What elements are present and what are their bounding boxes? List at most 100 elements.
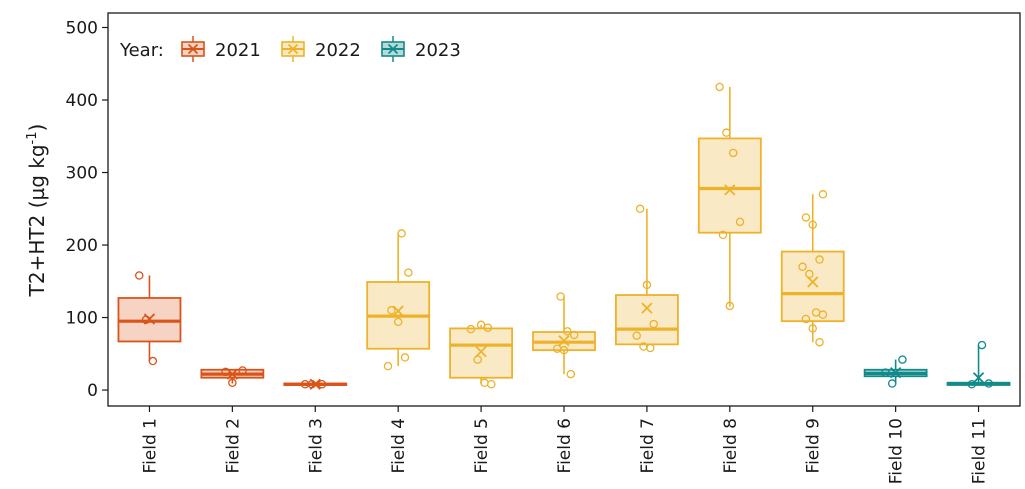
- mean-marker: [807, 276, 819, 288]
- y-axis: 0 100 200 300 400 500: [66, 19, 108, 401]
- mean-marker-stroke-b: [972, 372, 985, 384]
- y-tick-label: 200: [66, 236, 98, 256]
- data-point: [487, 379, 496, 389]
- data-point: [798, 262, 807, 272]
- data-point: [887, 379, 897, 388]
- data-point: [393, 317, 403, 327]
- box-iqr: [615, 294, 679, 346]
- legend-entry-2023: 2023: [381, 36, 461, 62]
- legend-entry-2021: 2021: [181, 36, 261, 62]
- data-point: [715, 82, 724, 92]
- legend-key-mean-stroke-b: [387, 43, 399, 55]
- mean-marker-stroke-b: [641, 302, 653, 314]
- x-tick-label: Field 9: [804, 418, 824, 473]
- data-point: [818, 310, 828, 319]
- data-point: [646, 343, 655, 353]
- legend-key-mean: [187, 43, 199, 55]
- data-point: [566, 369, 576, 379]
- mean-marker-stroke-b: [889, 367, 902, 379]
- legend-key-mean: [287, 43, 299, 55]
- data-point: [735, 217, 745, 227]
- box-5: [449, 320, 513, 389]
- data-point: [397, 229, 406, 238]
- mean-marker-stroke-b: [475, 345, 487, 358]
- data-point: [808, 220, 817, 229]
- data-point: [818, 190, 828, 199]
- legend-entry-2022: 2022: [281, 36, 361, 62]
- y-axis-title: T2+HT2 (µg kg-1): [25, 124, 49, 298]
- box-9: [780, 190, 845, 347]
- data-point: [649, 319, 658, 329]
- y-tick-label: 400: [66, 91, 98, 111]
- data-point: [632, 331, 641, 340]
- x-tick-label: Field 6: [555, 418, 575, 473]
- data-point: [815, 255, 824, 264]
- x-tick-label: Field 4: [389, 418, 409, 473]
- x-tick-label: Field 2: [223, 418, 243, 473]
- data-point: [387, 306, 396, 315]
- y-axis-title-superscript: -1: [25, 131, 40, 144]
- mean-marker: [475, 345, 487, 358]
- data-point: [728, 148, 738, 158]
- x-tick-label: Field 10: [887, 418, 907, 484]
- mean-marker: [972, 372, 985, 384]
- mean-marker: [226, 368, 239, 380]
- data-point: [483, 323, 493, 332]
- legend-label: 2021: [215, 40, 261, 61]
- data-point: [238, 366, 247, 375]
- data-point: [808, 324, 817, 333]
- data-point: [635, 204, 645, 214]
- data-point: [404, 268, 413, 277]
- data-point: [135, 271, 144, 280]
- mean-marker-stroke-b: [226, 368, 239, 380]
- data-point: [400, 353, 410, 362]
- x-axis: Field 1 Field 2 Field 3 Field 4 Field 5 Field…: [140, 406, 990, 484]
- box-iqr: [780, 250, 845, 323]
- mean-marker-stroke-b: [807, 276, 819, 288]
- box-1: [117, 271, 182, 366]
- y-tick-label: 300: [66, 164, 98, 184]
- data-point: [815, 337, 824, 347]
- x-tick-label: Field 7: [638, 418, 658, 473]
- x-tick-label: Field 3: [306, 418, 326, 473]
- legend-title: Year:: [119, 40, 164, 61]
- mean-marker-stroke-b: [558, 335, 570, 347]
- data-point: [984, 379, 993, 388]
- x-tick-label: Field 1: [140, 418, 160, 473]
- data-point: [383, 361, 393, 371]
- mean-marker: [889, 367, 902, 379]
- data-point: [801, 314, 811, 324]
- x-tick-label: Field 8: [721, 418, 741, 473]
- y-axis-title-main: T2+HT2 (µg kg: [25, 144, 49, 297]
- mean-marker-stroke-b: [724, 184, 736, 196]
- data-point: [718, 230, 728, 240]
- legend-label: 2023: [415, 40, 461, 61]
- y-tick-label: 500: [66, 19, 98, 39]
- data-point: [148, 356, 158, 366]
- y-tick-label: 100: [66, 309, 98, 329]
- data-point: [559, 345, 569, 355]
- legend-label: 2022: [315, 40, 361, 61]
- data-point: [563, 327, 572, 336]
- data-point: [881, 368, 890, 377]
- y-tick-label: 0: [87, 381, 98, 401]
- mean-marker: [309, 378, 321, 390]
- data-point: [476, 320, 486, 330]
- data-point: [977, 340, 987, 350]
- x-tick-label: Field 11: [970, 418, 990, 484]
- data-point: [228, 378, 237, 388]
- y-axis-title-end: ): [25, 124, 49, 132]
- mean-marker-stroke-b: [143, 313, 156, 325]
- box-4: [366, 229, 431, 371]
- data-point: [898, 355, 907, 364]
- mean-marker: [724, 184, 736, 196]
- box-10: [863, 355, 928, 388]
- data-point: [480, 378, 489, 388]
- mean-marker: [392, 305, 404, 317]
- legend-key-mean: [387, 43, 399, 55]
- data-point: [317, 379, 327, 389]
- data-point: [466, 324, 476, 334]
- mean-marker-stroke-b: [309, 378, 321, 390]
- boxes-layer: [117, 82, 1011, 390]
